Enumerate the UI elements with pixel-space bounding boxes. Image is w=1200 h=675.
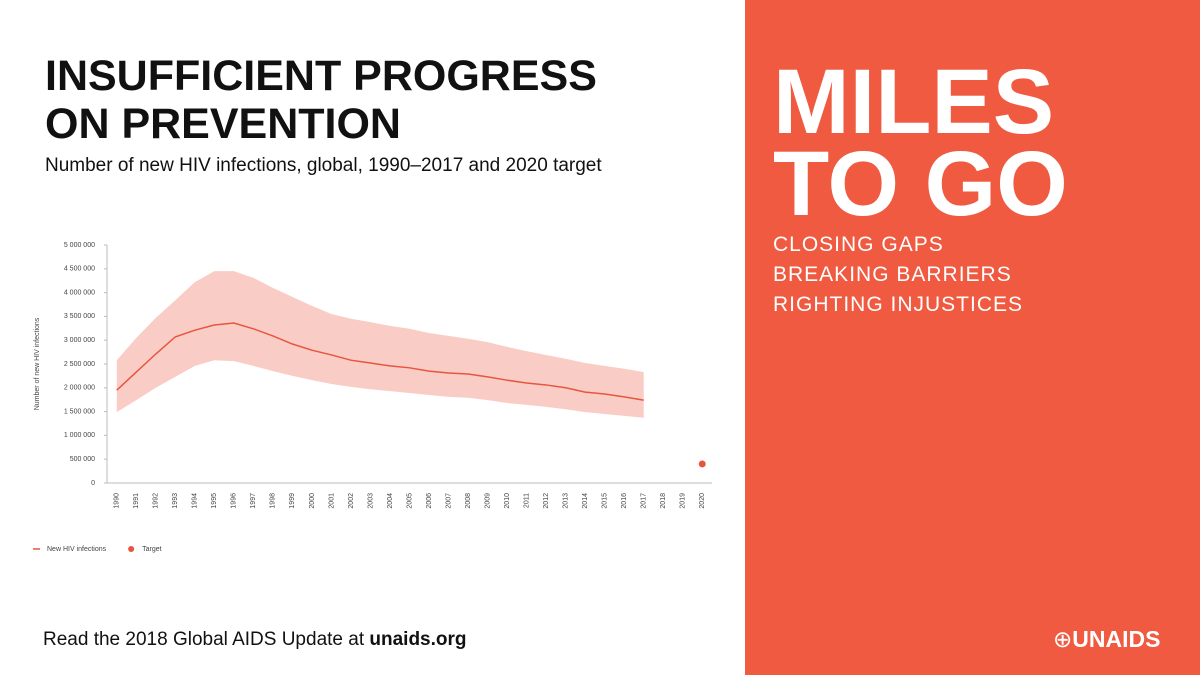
x-tick-label: 2006 xyxy=(426,493,433,509)
footer-text: Read the 2018 Global AIDS Update at xyxy=(43,629,370,650)
y-tick-label: 0 xyxy=(91,480,95,487)
x-tick-label: 2019 xyxy=(680,493,687,509)
y-tick-label: 4 500 000 xyxy=(64,266,95,273)
panel-title: TO GO xyxy=(773,133,1068,235)
logo-text: UNAIDS xyxy=(1072,626,1161,652)
chart-title: INSUFFICIENT PROGRESS ON PREVENTION xyxy=(45,52,597,148)
y-axis-label: Number of new HIV infections xyxy=(34,317,41,410)
y-tick-label: 3 500 000 xyxy=(64,313,95,320)
x-tick-label: 2010 xyxy=(504,493,511,509)
y-tick-label: 3 000 000 xyxy=(64,337,95,344)
uncertainty-band xyxy=(116,271,644,418)
legend-label: Target xyxy=(142,546,162,553)
x-tick-label: 1991 xyxy=(133,493,140,509)
chart-subtitle: Number of new HIV infections, global, 19… xyxy=(45,155,602,176)
x-tick-label: 2000 xyxy=(309,493,316,509)
y-tick-label: 500 000 xyxy=(70,456,95,463)
x-tick-label: 2016 xyxy=(621,493,628,509)
side-panel: MILES TO GO CLOSING GAPS BREAKING BARRIE… xyxy=(745,0,1200,675)
x-tick-label: 2020 xyxy=(699,493,706,509)
x-tick-label: 2015 xyxy=(602,493,609,509)
x-tick-label: 2014 xyxy=(582,493,589,509)
x-tick-label: 1990 xyxy=(114,493,121,509)
x-tick-label: 1997 xyxy=(250,493,257,509)
y-tick-label: 2 000 000 xyxy=(64,385,95,392)
x-tick-label: 2009 xyxy=(484,493,491,509)
legend-label: New HIV infections xyxy=(47,546,107,553)
y-tick-label: 1 500 000 xyxy=(64,408,95,415)
target-point xyxy=(698,460,706,468)
tagline: BREAKING BARRIERS xyxy=(773,263,1012,286)
footer: Read the 2018 Global AIDS Update at unai… xyxy=(43,629,467,651)
x-tick-label: 1992 xyxy=(153,493,160,509)
x-tick-label: 2002 xyxy=(348,493,355,509)
tagline: CLOSING GAPS xyxy=(773,233,944,256)
x-tick-label: 2008 xyxy=(465,493,472,509)
x-tick-label: 2011 xyxy=(523,493,530,508)
x-tick-label: 1995 xyxy=(211,493,218,509)
legend-swatch xyxy=(128,546,135,552)
y-tick-label: 1 000 000 xyxy=(64,432,95,439)
x-tick-label: 2012 xyxy=(543,493,550,509)
x-tick-label: 2007 xyxy=(445,493,452,509)
x-tick-label: 2003 xyxy=(367,493,374,509)
panel-title: MILES xyxy=(773,51,1055,153)
y-tick-label: 2 500 000 xyxy=(64,361,95,368)
x-tick-label: 1999 xyxy=(289,493,296,509)
x-tick-label: 2018 xyxy=(660,493,667,509)
x-tick-label: 2017 xyxy=(641,493,648,509)
line xyxy=(116,322,644,401)
x-tick-label: 1996 xyxy=(231,493,238,509)
tagline: RIGHTING INJUSTICES xyxy=(773,293,1024,316)
x-tick-label: 1993 xyxy=(172,493,179,509)
x-tick-label: 2001 xyxy=(328,493,335,509)
y-tick-label: 4 000 000 xyxy=(64,289,95,296)
x-tick-label: 1998 xyxy=(270,493,277,509)
footer-link[interactable]: unaids.org xyxy=(369,629,467,650)
x-tick-label: 2013 xyxy=(562,493,569,509)
x-tick-label: 1994 xyxy=(192,493,199,509)
logo: ⊕UNAIDS xyxy=(1053,626,1161,652)
x-tick-label: 2005 xyxy=(406,493,413,509)
y-tick-label: 5 000 000 xyxy=(64,242,95,249)
chart: 0 500 000 1 000 000 1 500 000 2 000 000 2 500… xyxy=(33,242,712,553)
x-tick-label: 2004 xyxy=(387,493,394,509)
